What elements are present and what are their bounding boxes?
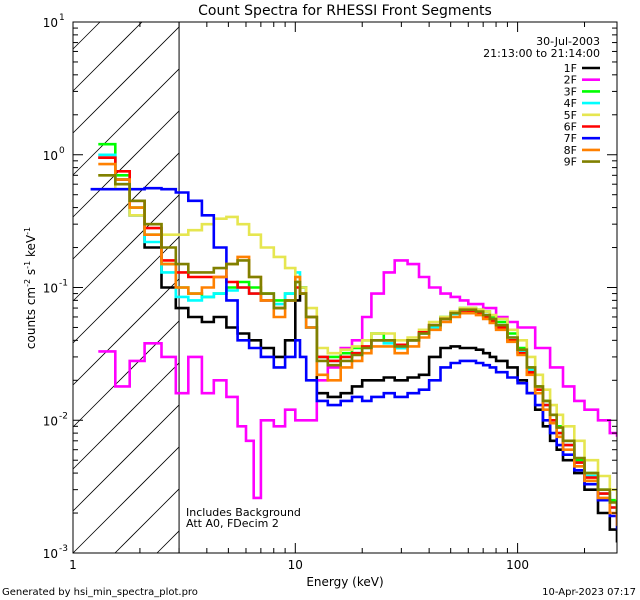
series-line-4f: [98, 153, 617, 520]
axis-ticks: [72, 22, 617, 554]
hatch-line: [114, 488, 180, 554]
legend-label: 2F: [564, 74, 577, 87]
y-axis-label-mid1: s: [24, 269, 38, 279]
series-line-9f: [98, 174, 617, 513]
x-tick-labels: 1 10 100: [69, 558, 529, 572]
legend-label: 3F: [564, 85, 577, 98]
legend-label: 8F: [564, 144, 577, 157]
legend-label: 7F: [564, 132, 577, 145]
y-axis-label-sup2: -1: [23, 261, 32, 269]
legend-label: 6F: [564, 121, 577, 134]
y-tick-label: 10: [43, 282, 58, 296]
excluded-energy-region: [72, 21, 180, 554]
legend-date: 30-Jul-2003: [536, 35, 600, 48]
y-tick-exponent: -1: [59, 279, 68, 289]
hatch-line: [156, 530, 180, 554]
hatch-line: [72, 194, 180, 302]
annotation-background: Includes Background: [186, 506, 301, 519]
y-tick-label: 10: [43, 547, 58, 561]
legend-label: 9F: [564, 156, 577, 169]
hatch-line: [72, 320, 180, 428]
x-axis-label: Energy (keV): [306, 575, 383, 589]
y-tick-exponent: 1: [59, 13, 65, 23]
series-line-2f: [98, 259, 617, 500]
annotation-attenuator: Att A0, FDecim 2: [186, 517, 279, 530]
hatch-line: [72, 404, 180, 512]
y-tick-exponent: -2: [59, 411, 68, 421]
y-tick-label: 10: [43, 414, 58, 428]
y-tick-label: 10: [43, 16, 58, 30]
y-axis-label-sup3: -1: [23, 227, 32, 235]
series-line-6f: [98, 156, 617, 520]
y-axis-label-main: counts cm: [24, 287, 38, 349]
hatch-line: [72, 21, 101, 50]
legend-time-range: 21:13:00 to 21:14:00: [483, 47, 600, 60]
footer-timestamp: 10-Apr-2023 07:17: [542, 587, 636, 598]
legend-label: 5F: [564, 109, 577, 122]
y-axis-label-mid2: keV: [24, 234, 38, 261]
hatch-line: [72, 152, 180, 260]
y-axis-label: counts cm-2 s-1 keV-1: [23, 227, 38, 349]
legend-label: 1F: [564, 62, 577, 75]
x-tick-label: 10: [288, 558, 303, 572]
series-line-7f: [90, 186, 617, 530]
chart-title: Count Spectra for RHESSI Front Segments: [198, 3, 492, 19]
y-tick-exponent: -3: [59, 544, 68, 554]
plot-frame: [72, 21, 618, 554]
hatch-line: [72, 446, 180, 554]
y-tick-exponent: 0: [59, 146, 65, 156]
series-line-1f: [98, 156, 617, 543]
series-layer: [90, 142, 617, 543]
hatch-line: [72, 21, 143, 92]
hatch-line: [72, 362, 180, 470]
hatch-line: [72, 278, 180, 386]
x-tick-label: 1: [69, 558, 77, 572]
series-line-5f: [98, 174, 617, 501]
legend-label: 4F: [564, 97, 577, 110]
y-axis-label-sup1: -2: [23, 279, 32, 287]
hatch-line: [72, 236, 180, 344]
hatch-line: [72, 26, 180, 134]
hatch-line: [72, 68, 180, 176]
series-line-3f: [98, 142, 617, 513]
y-tick-label: 10: [43, 149, 58, 163]
footer-generated-by: Generated by hsi_min_spectra_plot.pro: [2, 587, 198, 598]
series-line-8f: [98, 162, 617, 526]
hatch-line: [72, 110, 180, 218]
x-tick-label: 100: [506, 558, 529, 572]
